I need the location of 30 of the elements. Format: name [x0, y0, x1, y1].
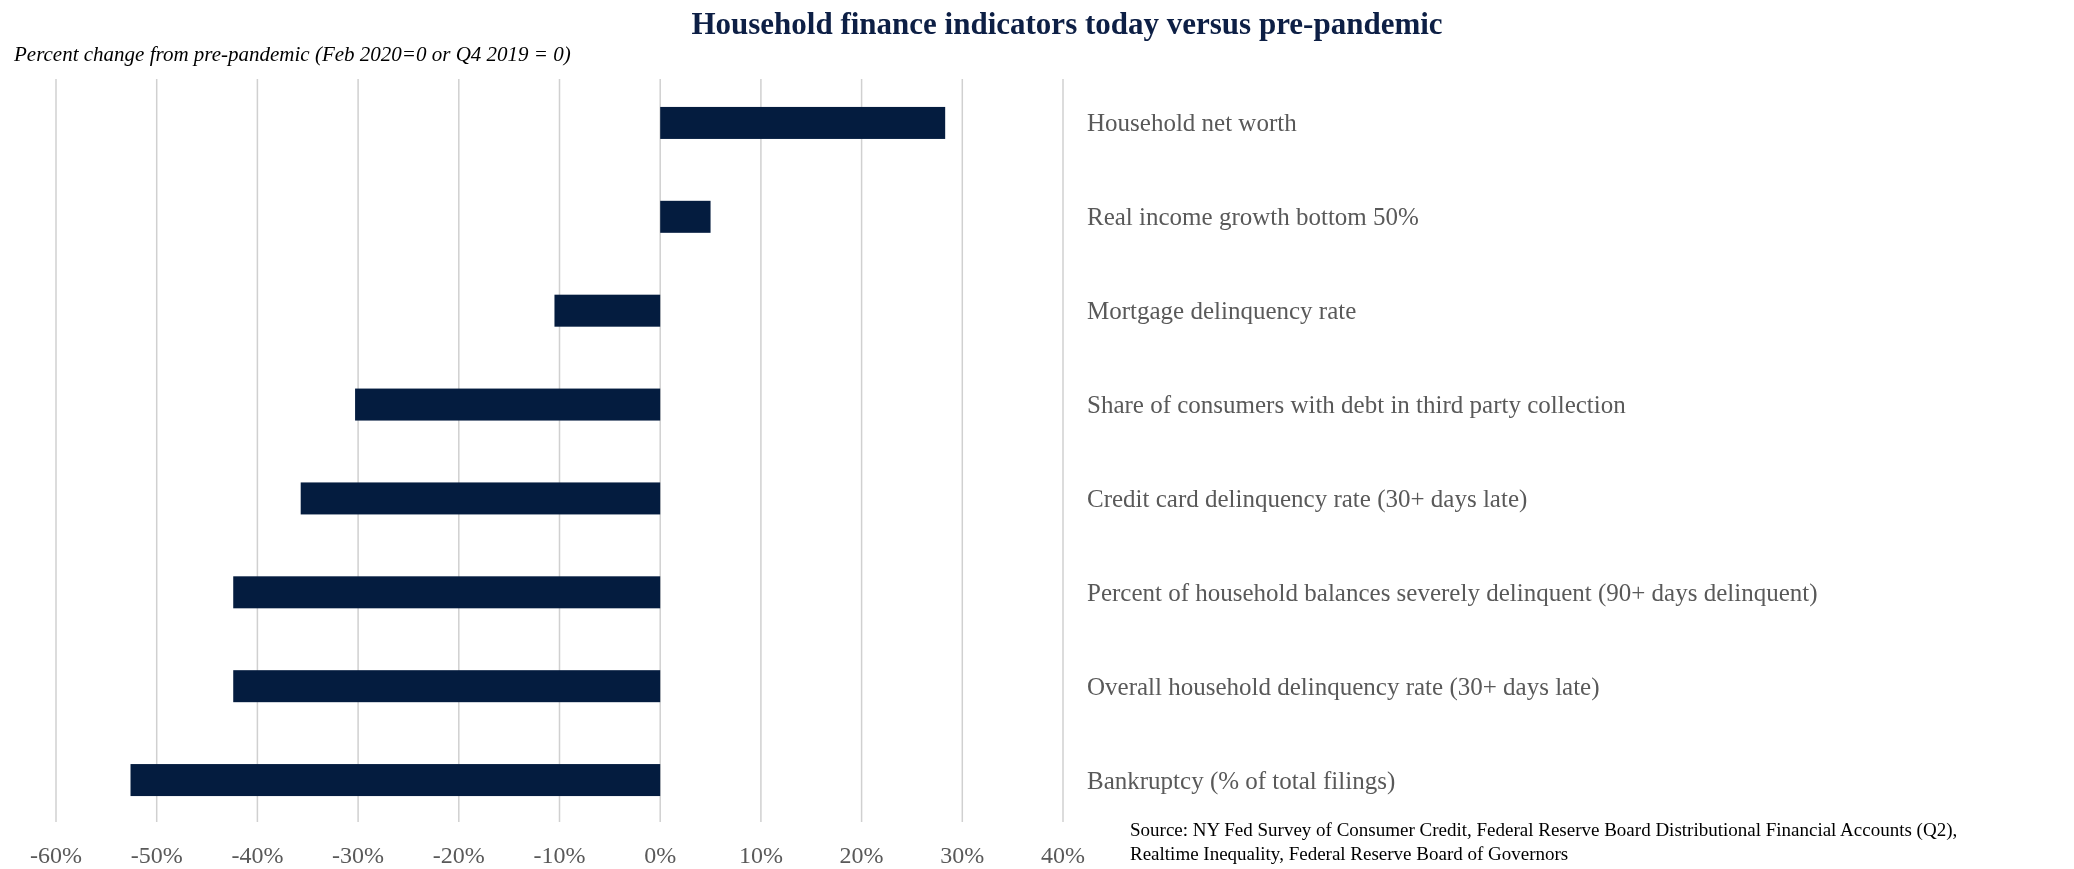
x-tick-label: 20%	[839, 842, 884, 868]
x-tick-label: 10%	[738, 842, 783, 868]
x-tick-label: -60%	[30, 842, 82, 868]
y-tick-label: Real income growth bottom 50%	[1087, 203, 1419, 231]
x-tick-label: -40%	[231, 842, 284, 868]
x-tick-label: 0%	[644, 842, 677, 868]
y-tick-label: Credit card delinquency rate (30+ days late)	[1087, 484, 1528, 513]
y-tick-label: Mortgage delinquency rate	[1087, 297, 1357, 325]
x-tick-label: -20%	[432, 842, 485, 868]
y-tick-label: Overall household delinquency rate (30+ days late)	[1087, 672, 1600, 701]
y-tick-label: Share of consumers with debt in third party collection	[1087, 391, 1627, 419]
bar	[130, 764, 661, 797]
x-tick-label: 40%	[1041, 842, 1085, 868]
chart-subtitle: Percent change from pre-pandemic (Feb 2020=0 or Q4 2019 = 0)	[13, 42, 571, 66]
bar	[300, 482, 661, 515]
y-tick-label: Bankruptcy (% of total filings)	[1087, 766, 1396, 795]
bar	[660, 200, 711, 233]
y-tick-label: Percent of household balances severely delinquent (90+ days delinquent)	[1087, 578, 1818, 607]
bar	[355, 388, 661, 421]
bar	[233, 670, 661, 703]
source-note: Source: NY Fed Survey of Consumer Credit, Federal Reserve Board Distributional Financial Accounts (Q2), Realtime Inequality, Federal Reserve Board of Governors	[1130, 819, 1958, 864]
x-tick-label: 30%	[940, 842, 985, 868]
chart-title: Household finance indicators today versus pre-pandemic	[691, 6, 1443, 41]
y-tick-label: Household net worth	[1087, 109, 1298, 137]
x-tick-label: -10%	[533, 842, 586, 868]
x-tick-label: -50%	[130, 842, 183, 868]
bar	[660, 106, 946, 139]
bar	[233, 576, 661, 609]
x-tick-label: -30%	[332, 842, 385, 868]
bar	[554, 294, 661, 327]
